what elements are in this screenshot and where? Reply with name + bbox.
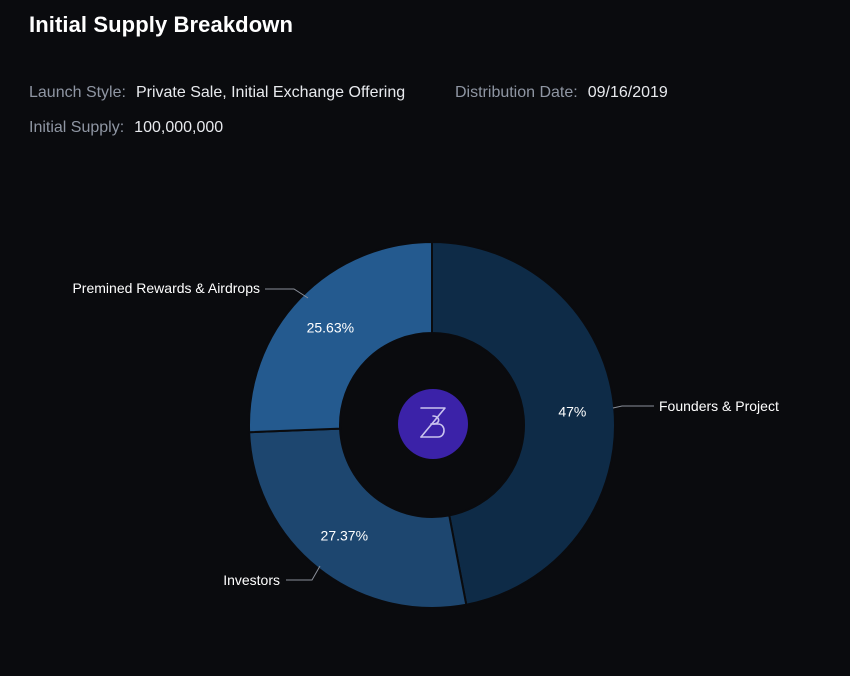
distribution-date-row: Distribution Date: 09/16/2019 [455,84,668,102]
initial-supply-label: Initial Supply: [29,119,125,136]
slice-percent-label: 25.63% [307,319,354,335]
initial-supply-value: 100,000,000 [134,119,224,136]
initial-supply-row: Initial Supply: 100,000,000 [29,119,223,137]
distribution-date-label: Distribution Date: [455,84,578,101]
slice-category-label: Founders & Project [659,398,779,414]
leader-line [286,565,321,581]
launch-style-row: Launch Style: Private Sale, Initial Excha… [29,84,405,102]
slice-percent-label: 47% [558,404,586,420]
slice-category-label: Premined Rewards & Airdrops [72,280,260,296]
page-title: Initial Supply Breakdown [29,12,293,37]
leader-line [612,405,654,409]
slice-percent-label: 27.37% [321,527,368,543]
distribution-date-value: 09/16/2019 [587,84,668,101]
launch-style-label: Launch Style: [29,84,126,101]
launch-style-value: Private Sale, Initial Exchange Offering [135,84,406,101]
logo-glyph [420,407,446,438]
band-protocol-logo-icon [398,389,468,459]
slice-premined-rewards-airdrops[interactable] [248,240,433,434]
leader-line [265,288,309,299]
slice-investors[interactable] [248,427,468,609]
slice-founders-project[interactable] [431,240,616,606]
slice-category-label: Investors [223,572,280,588]
